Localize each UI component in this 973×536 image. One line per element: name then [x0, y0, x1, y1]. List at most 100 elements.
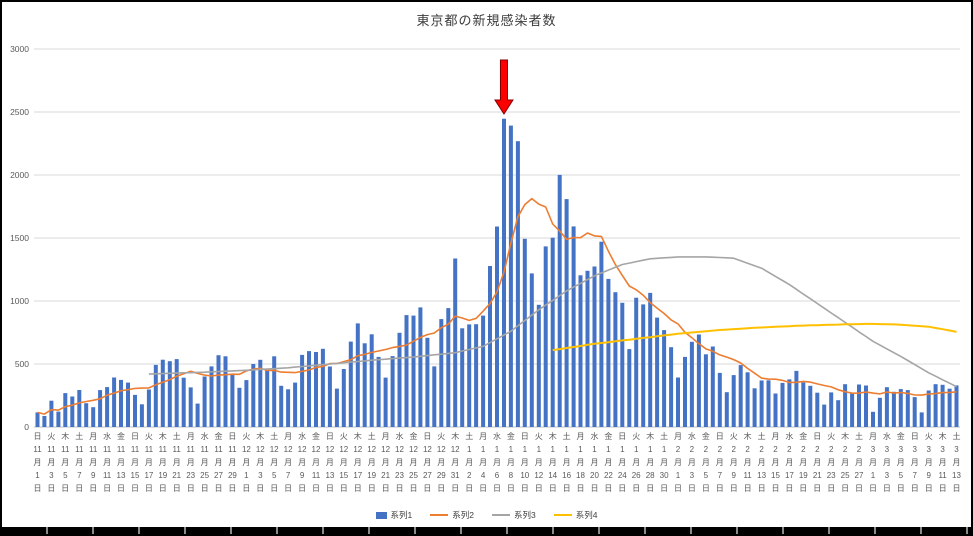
bar — [703, 354, 708, 427]
bar — [167, 361, 172, 427]
y-tick-label: 2000 — [10, 170, 29, 180]
bar — [481, 315, 486, 427]
bar — [898, 389, 903, 427]
x-tick-label: 火 11 月 17 日 — [144, 432, 153, 493]
bar — [237, 387, 242, 427]
bar — [620, 302, 625, 427]
bar — [641, 304, 646, 427]
x-tick-label: 日 1 月 10 日 — [520, 432, 529, 493]
bar — [84, 403, 89, 427]
bar — [404, 315, 409, 427]
x-tick-label: 木 2 月 25 日 — [841, 431, 850, 493]
x-tick-label: 金 12 月 11 日 — [312, 431, 321, 493]
bar — [724, 392, 729, 427]
bar — [877, 397, 882, 427]
bar — [794, 370, 799, 427]
bar — [550, 237, 555, 427]
bar — [919, 412, 924, 427]
x-tick-label: 土 11 月 21 日 — [172, 431, 181, 493]
bar — [139, 404, 144, 427]
y-tick-label: 500 — [15, 359, 29, 369]
bar — [390, 356, 395, 427]
bar — [355, 323, 360, 427]
bar — [808, 385, 813, 427]
x-tick-label: 木 3 月 11 日 — [938, 431, 947, 493]
x-tick-label: 水 11 月 25 日 — [200, 431, 209, 493]
x-tick-label: 土 3 月 13 日 — [952, 431, 961, 493]
bar — [258, 359, 263, 427]
bar — [536, 304, 541, 427]
y-tick-label: 2500 — [10, 107, 29, 117]
x-tick-label: 木 12 月 3 日 — [256, 431, 265, 493]
bar — [864, 385, 868, 427]
bar — [160, 359, 165, 427]
bar — [244, 380, 249, 427]
bar — [745, 372, 750, 427]
bar — [98, 390, 103, 427]
bar — [223, 356, 228, 427]
x-tick-label: 日 12 月 27 日 — [423, 432, 432, 493]
x-tick-label: 火 12 月 1 日 — [242, 432, 251, 493]
bar — [710, 346, 715, 427]
legend-label: 系列2 — [452, 510, 474, 520]
bar — [174, 359, 179, 427]
x-tick-label: 日 2 月 21 日 — [813, 432, 822, 493]
bar — [488, 266, 492, 427]
bar — [369, 334, 374, 427]
bar — [70, 396, 75, 427]
x-tick-label: 月 12 月 21 日 — [381, 432, 390, 493]
bar — [696, 334, 701, 427]
bar — [341, 369, 346, 427]
bar — [717, 372, 722, 427]
x-tick-label: 火 11 月 3 日 — [47, 432, 56, 493]
bar — [522, 238, 527, 427]
bar — [453, 258, 458, 427]
bar — [606, 278, 611, 427]
bar — [446, 308, 451, 427]
bar — [181, 377, 186, 427]
bar — [460, 328, 465, 427]
bar — [515, 141, 520, 427]
bar — [320, 348, 325, 427]
bar — [432, 366, 437, 427]
bar — [314, 352, 318, 427]
legend-item-series2: 系列2 — [430, 509, 474, 521]
bar — [599, 241, 604, 427]
bar — [912, 397, 917, 427]
x-tick-label: 水 12 月 23 日 — [395, 431, 404, 493]
bar — [689, 341, 694, 427]
bar — [766, 380, 771, 427]
bar — [188, 387, 193, 427]
bar — [133, 394, 137, 427]
x-tick-label: 火 12 月 15 日 — [339, 432, 348, 493]
x-tick-label: 月 1 月 18 日 — [576, 432, 585, 493]
bar — [557, 174, 562, 427]
bar — [334, 388, 339, 427]
bar — [634, 297, 639, 427]
x-tick-label: 金 1 月 22 日 — [604, 431, 613, 493]
x-tick-label: 火 12 月 29 日 — [437, 432, 446, 493]
series3-line-swatch-icon — [492, 513, 510, 517]
bar — [397, 332, 402, 427]
x-tick-label: 水 12 月 9 日 — [298, 431, 307, 493]
x-tick-label: 月 2 月 15 日 — [771, 432, 780, 493]
bar — [91, 407, 96, 427]
chart-title: 東京都の新規感染者数 — [416, 13, 557, 28]
bar — [495, 226, 499, 427]
x-tick-label: 水 11 月 11 日 — [103, 431, 112, 493]
x-tick-label: 木 11 月 19 日 — [158, 431, 167, 493]
bar — [529, 273, 534, 427]
x-tick-label: 土 12 月 19 日 — [367, 431, 376, 493]
bar — [307, 351, 311, 427]
x-tick-label: 日 11 月 29 日 — [228, 432, 237, 493]
bar — [662, 330, 667, 427]
bar — [815, 392, 820, 427]
bar — [836, 400, 841, 427]
y-tick-label: 1000 — [10, 296, 29, 306]
